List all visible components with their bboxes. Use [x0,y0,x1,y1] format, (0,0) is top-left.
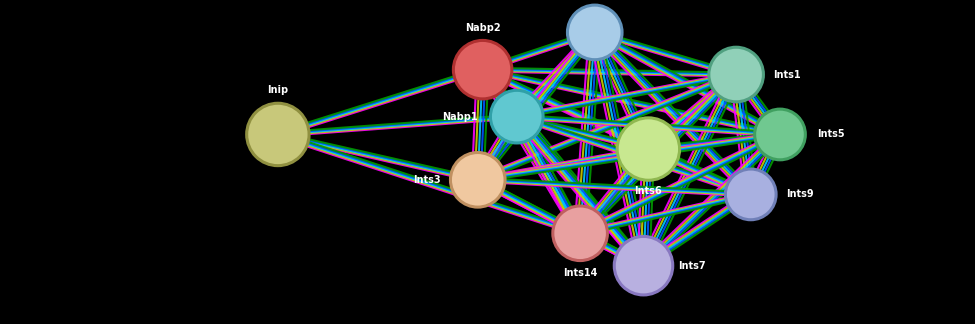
Text: Nabp1: Nabp1 [442,112,478,122]
Ellipse shape [553,206,607,260]
Ellipse shape [490,90,543,143]
Text: Inip: Inip [267,86,289,96]
Text: Ints6: Ints6 [635,186,662,196]
Ellipse shape [567,5,622,60]
Ellipse shape [755,109,805,160]
Text: Nabp2: Nabp2 [465,23,500,33]
Ellipse shape [725,169,776,220]
Ellipse shape [453,40,512,99]
Ellipse shape [450,153,505,207]
Text: Ints9: Ints9 [786,190,813,199]
Ellipse shape [614,237,673,295]
Text: Ints1: Ints1 [773,70,800,79]
Text: Ints5: Ints5 [817,130,844,139]
Ellipse shape [709,47,763,102]
Ellipse shape [247,103,309,166]
Text: Ints3: Ints3 [413,175,441,185]
Ellipse shape [617,118,680,180]
Text: Ints14: Ints14 [563,268,598,278]
Text: Ints7: Ints7 [679,261,706,271]
